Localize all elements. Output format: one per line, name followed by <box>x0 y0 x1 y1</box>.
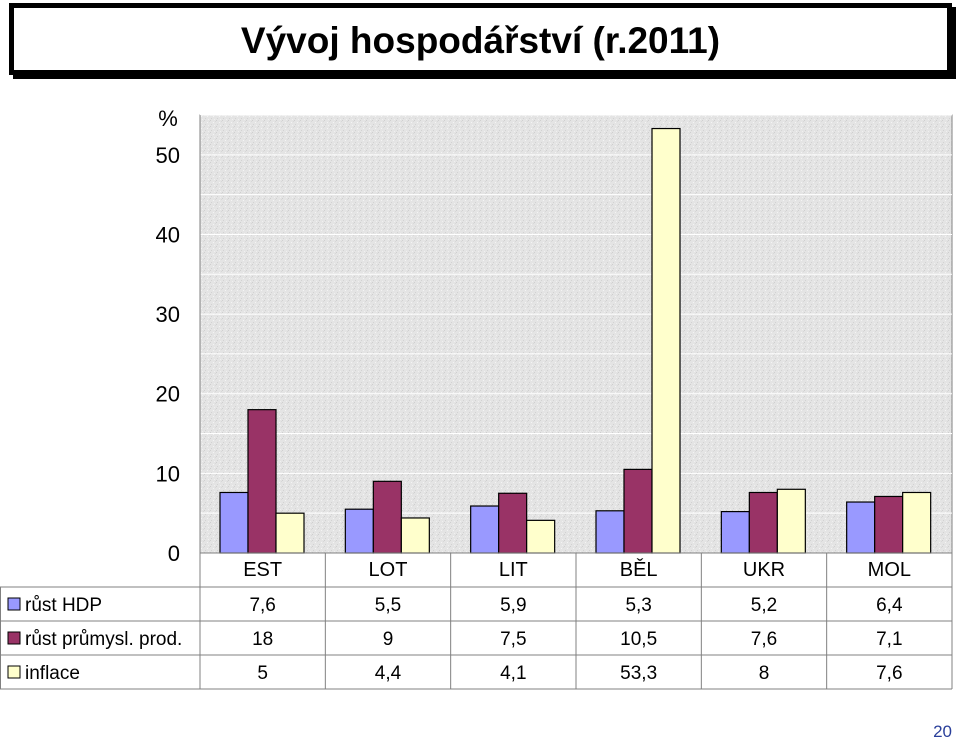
title-box: Vývoj hospodářství (r.2011) <box>9 3 952 75</box>
data-label: 53,3 <box>620 663 657 684</box>
data-label: 5,2 <box>751 595 777 616</box>
legend-label: inflace <box>25 663 80 684</box>
bar <box>372 480 402 554</box>
bar <box>720 510 750 554</box>
data-label: 7,5 <box>500 629 526 650</box>
y-tick-label: 0 <box>168 541 180 566</box>
bar <box>595 510 625 554</box>
bar <box>275 512 305 554</box>
data-label: 5,9 <box>500 595 526 616</box>
data-label: 7,6 <box>876 663 902 684</box>
legend-swatch <box>7 665 21 679</box>
data-label: 7,6 <box>751 629 777 650</box>
page-title: Vývoj hospodářství (r.2011) <box>240 20 721 61</box>
bar <box>748 491 778 554</box>
bar <box>219 491 249 554</box>
bar <box>498 492 528 554</box>
bar <box>623 468 653 554</box>
legend-swatch <box>7 631 21 645</box>
category-label: UKR <box>743 559 785 581</box>
category-label: LOT <box>369 559 408 581</box>
y-tick-label: 20 <box>156 382 180 407</box>
y-tick-label: 50 <box>156 143 180 168</box>
legend-label: růst průmysl. prod. <box>25 629 182 650</box>
bar <box>776 488 806 554</box>
bar <box>651 127 681 554</box>
category-label: BĚL <box>620 558 658 581</box>
legend-label: růst HDP <box>25 595 102 616</box>
data-label: 6,4 <box>876 595 903 616</box>
bar <box>526 519 556 554</box>
bar <box>400 517 430 554</box>
bar <box>902 491 932 554</box>
bar <box>247 409 277 554</box>
data-label: 7,6 <box>249 595 275 616</box>
page-number: 20 <box>933 722 952 741</box>
bar <box>846 501 876 554</box>
data-label: 4,4 <box>375 663 402 684</box>
data-label: 5 <box>257 663 268 684</box>
category-label: EST <box>243 559 282 581</box>
y-tick-label: 30 <box>156 302 180 327</box>
data-label: 8 <box>759 663 770 684</box>
data-label: 5,5 <box>375 595 401 616</box>
data-label: 9 <box>383 629 394 650</box>
category-label: MOL <box>868 559 911 581</box>
y-tick-label: 40 <box>156 222 180 247</box>
bar <box>344 508 374 554</box>
data-label: 5,3 <box>625 595 651 616</box>
category-label: LIT <box>499 559 528 581</box>
bar <box>874 495 904 554</box>
data-label: 4,1 <box>500 663 526 684</box>
data-label: 7,1 <box>876 629 902 650</box>
plot-area <box>199 114 953 554</box>
y-axis-label: % <box>158 106 178 131</box>
data-label: 10,5 <box>620 629 657 650</box>
bar <box>470 505 500 554</box>
data-label: 18 <box>252 629 273 650</box>
legend-swatch <box>7 597 21 611</box>
y-tick-label: 10 <box>156 461 180 486</box>
